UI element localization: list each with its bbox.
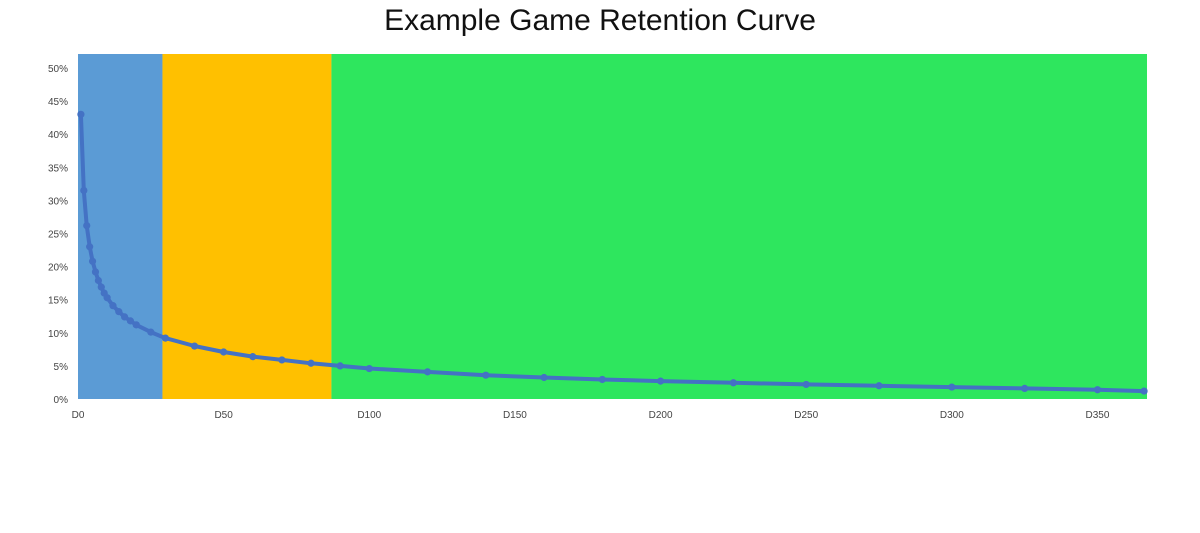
y-tick-label: 10% <box>48 329 68 340</box>
band-label-social-interaction: Social Interaction <box>922 489 1132 513</box>
y-tick-label: 35% <box>48 163 68 174</box>
y-tick-label: 20% <box>48 263 68 274</box>
data-point <box>948 383 956 391</box>
band-label-core-loop-design: Core Loop Design <box>486 489 694 513</box>
x-tick-label: D300 <box>940 410 964 421</box>
data-point <box>121 313 129 321</box>
data-point <box>132 321 140 329</box>
x-tick-label: D0 <box>72 410 85 421</box>
x-tick-label: D250 <box>794 410 818 421</box>
data-point <box>1021 384 1029 393</box>
data-point <box>1140 387 1148 395</box>
y-tick-label: 30% <box>48 196 68 207</box>
y-tick-label: 50% <box>48 64 68 75</box>
data-point <box>365 364 373 373</box>
data-point <box>220 348 228 356</box>
data-point <box>103 294 111 302</box>
data-point <box>336 362 344 370</box>
x-tick-label: D50 <box>214 410 233 421</box>
band-label-content-cadence-polish: Content, Cadence, Polish, Etc. <box>6 477 311 525</box>
chart-area: 0% 5% 10% 15% 20% 25% 30% 35% 40% 45% 50% D0 D50 D100… <box>48 54 1148 421</box>
data-point <box>80 186 88 195</box>
y-tick-label: 40% <box>48 130 68 141</box>
x-tick-label: D200 <box>649 410 673 421</box>
chart-title: Example Game Retention Curve <box>384 4 816 37</box>
data-point <box>249 353 257 361</box>
data-point <box>94 276 102 285</box>
data-point <box>126 317 135 325</box>
y-tick-label: 45% <box>48 97 68 108</box>
data-point <box>540 373 548 382</box>
data-point <box>109 302 117 310</box>
band-0 <box>78 54 163 399</box>
data-point <box>423 368 432 376</box>
data-point <box>86 243 94 251</box>
band-1 <box>162 54 332 399</box>
data-point <box>1093 386 1102 394</box>
data-point <box>307 359 315 367</box>
x-tick-label: D150 <box>503 410 527 421</box>
y-tick-label: 0% <box>54 395 69 406</box>
data-point <box>598 375 606 384</box>
data-point <box>656 377 665 385</box>
data-point <box>161 334 169 342</box>
data-point <box>729 379 737 387</box>
y-tick-label: 25% <box>48 230 68 241</box>
data-point <box>278 356 286 364</box>
data-point <box>115 308 123 316</box>
data-point <box>190 342 199 350</box>
y-tick-label: 15% <box>48 296 68 307</box>
data-point <box>482 371 490 379</box>
data-point <box>802 380 810 389</box>
data-point <box>147 328 155 336</box>
y-tick-label: 5% <box>54 362 69 373</box>
data-point <box>83 221 91 230</box>
data-point <box>97 283 105 291</box>
data-point <box>875 382 883 390</box>
band-2 <box>331 54 1147 399</box>
series-layer <box>77 110 1148 395</box>
data-point <box>77 110 85 118</box>
data-point <box>91 268 100 276</box>
data-point <box>88 257 97 265</box>
band-layer <box>78 54 1147 399</box>
x-tick-label: D350 <box>1086 410 1110 421</box>
axis-layer: 0% 5% 10% 15% 20% 25% 30% 35% 40% 45% 50% D0 D50 D100… <box>48 64 1110 421</box>
x-tick-label: D100 <box>357 410 381 421</box>
